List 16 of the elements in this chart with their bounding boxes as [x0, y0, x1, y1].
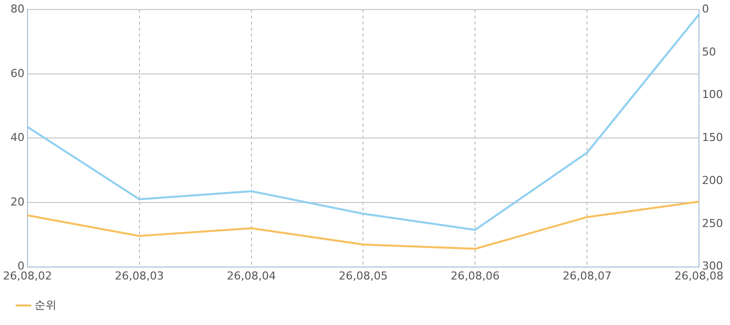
y2-tick-label: 0: [702, 2, 710, 16]
y2-tick-label: 50: [702, 45, 716, 58]
x-tick-label: 26,08,07: [562, 269, 612, 282]
y-tick-label: 80: [10, 2, 24, 16]
legend-label: 순위: [34, 298, 56, 312]
y-tick-label: 20: [10, 195, 24, 208]
x-tick-label: 26,08,06: [450, 269, 500, 282]
y2-tick-label: 250: [702, 216, 724, 230]
x-tick-label: 26,08,05: [338, 269, 388, 282]
x-tick-label: 26,08,03: [114, 269, 164, 282]
y2-tick-label: 150: [702, 131, 724, 144]
x-tick-label: 26,08,04: [226, 269, 276, 282]
y2-tick-label: 100: [702, 88, 724, 102]
y-tick-label: 60: [10, 66, 24, 80]
y-tick-label: 40: [10, 131, 24, 144]
y2-tick-label: 200: [702, 174, 724, 187]
